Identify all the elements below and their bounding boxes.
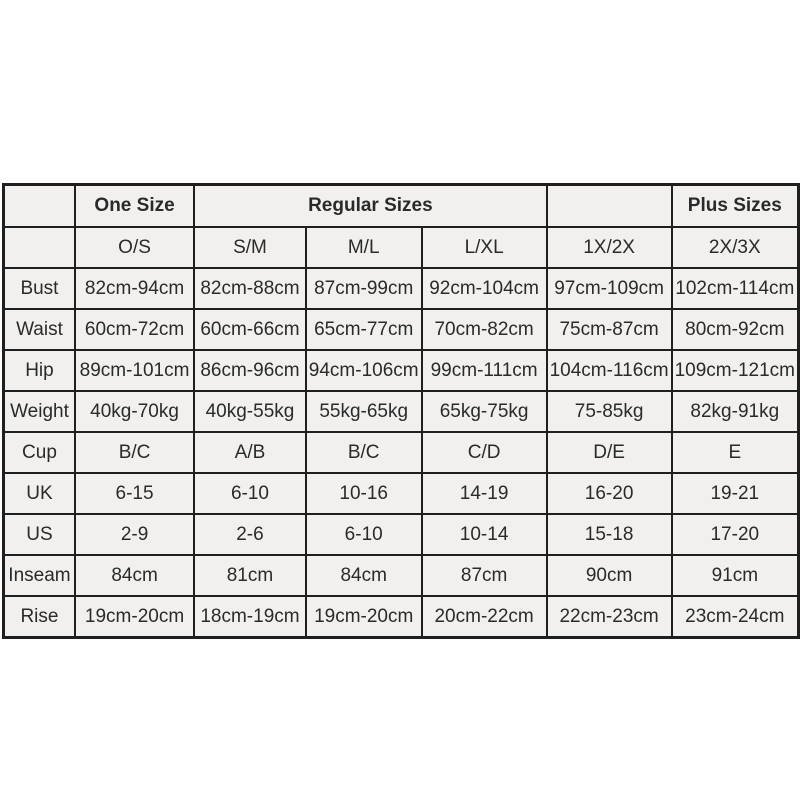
cell-value: 6-15: [73, 472, 196, 515]
size-chart-container: One Size Regular Sizes Plus Sizes O/S S/…: [2, 183, 800, 639]
cell-value: C/D: [420, 431, 548, 474]
table-row-bust: Bust 82cm-94cm 82cm-88cm 87cm-99cm 92cm-…: [2, 267, 800, 310]
header-regular-sizes: Regular Sizes: [193, 183, 548, 228]
cell-value: B/C: [304, 431, 423, 474]
size-code-ml: M/L: [304, 226, 423, 269]
table-row-rise: Rise 19cm-20cm 18cm-19cm 19cm-20cm 20cm-…: [2, 595, 800, 639]
cell-value: 94cm-106cm: [304, 349, 423, 392]
cell-value: 65cm-77cm: [304, 308, 423, 351]
cell-value: 86cm-96cm: [193, 349, 307, 392]
cell-value: 102cm-114cm: [670, 267, 800, 310]
cell-value: 91cm: [670, 554, 800, 597]
size-code-os: O/S: [73, 226, 196, 269]
cell-value: 10-16: [304, 472, 423, 515]
cell-value: 23cm-24cm: [670, 595, 800, 639]
header-one-size: One Size: [73, 183, 196, 228]
cell-value: 16-20: [545, 472, 673, 515]
cell-value: 6-10: [193, 472, 307, 515]
size-code-row: O/S S/M M/L L/XL 1X/2X 2X/3X: [2, 226, 800, 269]
size-code-1x2x: 1X/2X: [545, 226, 673, 269]
cell-value: 89cm-101cm: [73, 349, 196, 392]
size-code-2x3x: 2X/3X: [670, 226, 800, 269]
cell-value: 40kg-55kg: [193, 390, 307, 433]
table-row-hip: Hip 89cm-101cm 86cm-96cm 94cm-106cm 99cm…: [2, 349, 800, 392]
corner-cell: [2, 183, 76, 228]
cell-value: 82kg-91kg: [670, 390, 800, 433]
row-label: Hip: [2, 349, 76, 392]
table-row-inseam: Inseam 84cm 81cm 84cm 87cm 90cm 91cm: [2, 554, 800, 597]
table-row-waist: Waist 60cm-72cm 60cm-66cm 65cm-77cm 70cm…: [2, 308, 800, 351]
cell-value: 19cm-20cm: [304, 595, 423, 639]
cell-value: 65kg-75kg: [420, 390, 548, 433]
cell-value: 22cm-23cm: [545, 595, 673, 639]
size-code-sm: S/M: [193, 226, 307, 269]
cell-value: 104cm-116cm: [545, 349, 673, 392]
row-label: Weight: [2, 390, 76, 433]
row-label: Rise: [2, 595, 76, 639]
cell-value: 10-14: [420, 513, 548, 556]
cell-value: A/B: [193, 431, 307, 474]
size-code-blank: [2, 226, 76, 269]
cell-value: 19cm-20cm: [73, 595, 196, 639]
group-header-row: One Size Regular Sizes Plus Sizes: [2, 183, 800, 228]
cell-value: 75-85kg: [545, 390, 673, 433]
cell-value: E: [670, 431, 800, 474]
cell-value: 55kg-65kg: [304, 390, 423, 433]
cell-value: 87cm-99cm: [304, 267, 423, 310]
cell-value: 84cm: [73, 554, 196, 597]
row-label: Waist: [2, 308, 76, 351]
cell-value: B/C: [73, 431, 196, 474]
table-row-uk: UK 6-15 6-10 10-16 14-19 16-20 19-21: [2, 472, 800, 515]
table-row-cup: Cup B/C A/B B/C C/D D/E E: [2, 431, 800, 474]
row-label: UK: [2, 472, 76, 515]
cell-value: 70cm-82cm: [420, 308, 548, 351]
cell-value: 90cm: [545, 554, 673, 597]
cell-value: 92cm-104cm: [420, 267, 548, 310]
cell-value: D/E: [545, 431, 673, 474]
cell-value: 15-18: [545, 513, 673, 556]
cell-value: 60cm-66cm: [193, 308, 307, 351]
header-plus-sizes: Plus Sizes: [670, 183, 800, 228]
row-label: Cup: [2, 431, 76, 474]
row-label: US: [2, 513, 76, 556]
cell-value: 20cm-22cm: [420, 595, 548, 639]
cell-value: 2-6: [193, 513, 307, 556]
cell-value: 60cm-72cm: [73, 308, 196, 351]
cell-value: 97cm-109cm: [545, 267, 673, 310]
cell-value: 6-10: [304, 513, 423, 556]
cell-value: 18cm-19cm: [193, 595, 307, 639]
cell-value: 82cm-94cm: [73, 267, 196, 310]
cell-value: 82cm-88cm: [193, 267, 307, 310]
cell-value: 75cm-87cm: [545, 308, 673, 351]
cell-value: 87cm: [420, 554, 548, 597]
row-label: Bust: [2, 267, 76, 310]
row-label: Inseam: [2, 554, 76, 597]
table-row-weight: Weight 40kg-70kg 40kg-55kg 55kg-65kg 65k…: [2, 390, 800, 433]
size-code-lxl: L/XL: [420, 226, 548, 269]
cell-value: 19-21: [670, 472, 800, 515]
cell-value: 80cm-92cm: [670, 308, 800, 351]
cell-value: 84cm: [304, 554, 423, 597]
table-row-us: US 2-9 2-6 6-10 10-14 15-18 17-20: [2, 513, 800, 556]
cell-value: 99cm-111cm: [420, 349, 548, 392]
cell-value: 81cm: [193, 554, 307, 597]
cell-value: 14-19: [420, 472, 548, 515]
cell-value: 2-9: [73, 513, 196, 556]
header-gap-cell: [545, 183, 673, 228]
cell-value: 109cm-121cm: [670, 349, 800, 392]
cell-value: 40kg-70kg: [73, 390, 196, 433]
cell-value: 17-20: [670, 513, 800, 556]
size-chart-table: One Size Regular Sizes Plus Sizes O/S S/…: [2, 183, 800, 639]
